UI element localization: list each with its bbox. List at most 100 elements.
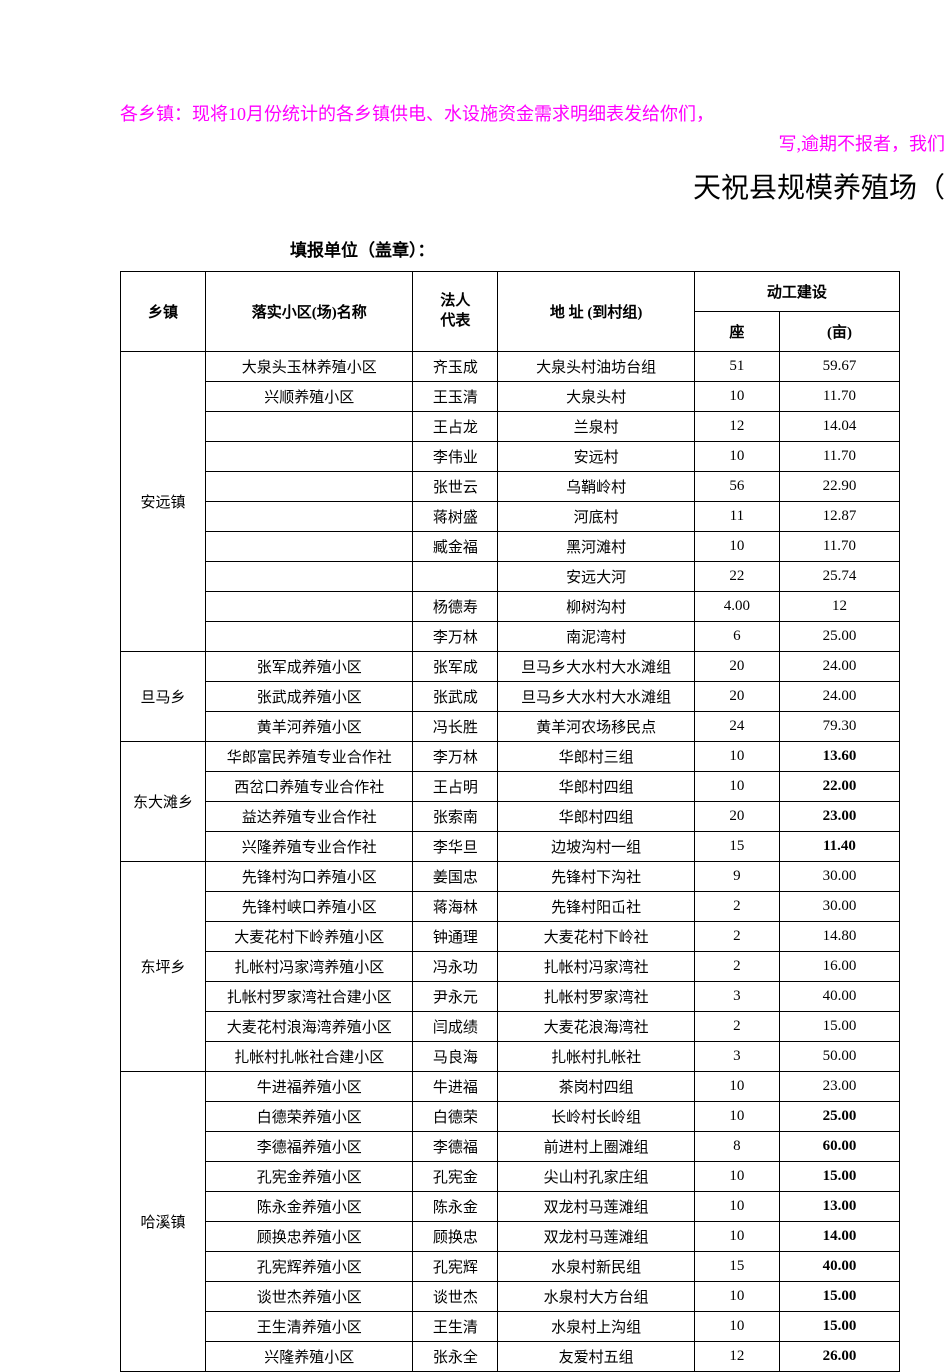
rep-cell: 臧金福: [413, 532, 498, 562]
farm-cell: 兴隆养殖小区: [206, 1342, 413, 1372]
mu-cell: 40.00: [779, 1252, 899, 1282]
rep-cell: 张永全: [413, 1342, 498, 1372]
th-construction: 动工建设: [694, 272, 899, 312]
farm-cell: 扎帐村罗家湾社合建小区: [206, 982, 413, 1012]
rep-cell: 冯永功: [413, 952, 498, 982]
zuo-cell: 8: [694, 1132, 779, 1162]
addr-cell: 双龙村马莲滩组: [498, 1222, 694, 1252]
rep-cell: 牛进福: [413, 1072, 498, 1102]
addr-cell: 南泥湾村: [498, 622, 694, 652]
zuo-cell: 10: [694, 772, 779, 802]
rep-cell: 白德荣: [413, 1102, 498, 1132]
zuo-cell: 20: [694, 682, 779, 712]
table-row: 东坪乡先锋村沟口养殖小区姜国忠先锋村下沟社930.00: [121, 862, 900, 892]
mu-cell: 14.00: [779, 1222, 899, 1252]
mu-cell: 11.70: [779, 442, 899, 472]
farm-cell: 大泉头玉林养殖小区: [206, 352, 413, 382]
zuo-cell: 10: [694, 1072, 779, 1102]
table-row: 大麦花村浪海湾养殖小区闫成绩大麦花浪海湾社215.00: [121, 1012, 900, 1042]
farm-cell: [206, 592, 413, 622]
rep-cell: 孔宪辉: [413, 1252, 498, 1282]
table-row: 白德荣养殖小区白德荣长岭村长岭组1025.00: [121, 1102, 900, 1132]
rep-cell: 李万林: [413, 742, 498, 772]
farm-table: 乡镇 落实小区(场)名称 法人代表 地 址 (到村组) 动工建设 座 (亩) 安…: [120, 271, 900, 1372]
mu-cell: 12.87: [779, 502, 899, 532]
mu-cell: 13.60: [779, 742, 899, 772]
rep-cell: 杨德寿: [413, 592, 498, 622]
mu-cell: 11.70: [779, 382, 899, 412]
farm-cell: 兴顺养殖小区: [206, 382, 413, 412]
mu-cell: 22.90: [779, 472, 899, 502]
zuo-cell: 10: [694, 742, 779, 772]
rep-cell: 齐玉成: [413, 352, 498, 382]
table-row: 哈溪镇牛进福养殖小区牛进福茶岗村四组1023.00: [121, 1072, 900, 1102]
zuo-cell: 4.00: [694, 592, 779, 622]
addr-cell: 扎帐村罗家湾社: [498, 982, 694, 1012]
farm-cell: 西岔口养殖专业合作社: [206, 772, 413, 802]
mu-cell: 16.00: [779, 952, 899, 982]
table-row: 先锋村峡口养殖小区蒋海林先锋村阳屲社230.00: [121, 892, 900, 922]
table-row: 安远镇大泉头玉林养殖小区齐玉成大泉头村油坊台组5159.67: [121, 352, 900, 382]
farm-cell: 大麦花村浪海湾养殖小区: [206, 1012, 413, 1042]
township-cell: 东坪乡: [121, 862, 206, 1072]
zuo-cell: 2: [694, 1012, 779, 1042]
addr-cell: 茶岗村四组: [498, 1072, 694, 1102]
mu-cell: 79.30: [779, 712, 899, 742]
zuo-cell: 12: [694, 1342, 779, 1372]
rep-cell: 尹永元: [413, 982, 498, 1012]
farm-cell: 益达养殖专业合作社: [206, 802, 413, 832]
zuo-cell: 3: [694, 982, 779, 1012]
table-row: 陈永金养殖小区陈永金双龙村马莲滩组1013.00: [121, 1192, 900, 1222]
table-row: 顾换忠养殖小区顾换忠双龙村马莲滩组1014.00: [121, 1222, 900, 1252]
rep-cell: [413, 562, 498, 592]
zuo-cell: 3: [694, 1042, 779, 1072]
addr-cell: 华郎村四组: [498, 802, 694, 832]
addr-cell: 旦马乡大水村大水滩组: [498, 682, 694, 712]
zuo-cell: 10: [694, 1102, 779, 1132]
farm-cell: 先锋村峡口养殖小区: [206, 892, 413, 922]
mu-cell: 15.00: [779, 1162, 899, 1192]
township-cell: 旦马乡: [121, 652, 206, 742]
mu-cell: 15.00: [779, 1282, 899, 1312]
mu-cell: 25.00: [779, 1102, 899, 1132]
addr-cell: 水泉村新民组: [498, 1252, 694, 1282]
addr-cell: 兰泉村: [498, 412, 694, 442]
farm-cell: 大麦花村下岭养殖小区: [206, 922, 413, 952]
addr-cell: 乌鞘岭村: [498, 472, 694, 502]
mu-cell: 13.00: [779, 1192, 899, 1222]
zuo-cell: 10: [694, 1222, 779, 1252]
mu-cell: 23.00: [779, 1072, 899, 1102]
farm-cell: 先锋村沟口养殖小区: [206, 862, 413, 892]
table-row: 兴隆养殖专业合作社李华旦边坡沟村一组1511.40: [121, 832, 900, 862]
rep-cell: 王玉清: [413, 382, 498, 412]
rep-cell: 姜国忠: [413, 862, 498, 892]
farm-cell: 扎帐村扎帐社合建小区: [206, 1042, 413, 1072]
zuo-cell: 10: [694, 1312, 779, 1342]
mu-cell: 26.00: [779, 1342, 899, 1372]
zuo-cell: 11: [694, 502, 779, 532]
th-farm: 落实小区(场)名称: [206, 272, 413, 352]
table-row: 扎帐村冯家湾养殖小区冯永功扎帐村冯家湾社216.00: [121, 952, 900, 982]
zuo-cell: 51: [694, 352, 779, 382]
addr-cell: 华郎村三组: [498, 742, 694, 772]
farm-cell: 孔宪辉养殖小区: [206, 1252, 413, 1282]
farm-cell: 孔宪金养殖小区: [206, 1162, 413, 1192]
farm-cell: [206, 502, 413, 532]
mu-cell: 24.00: [779, 652, 899, 682]
addr-cell: 安远村: [498, 442, 694, 472]
rep-cell: 蒋树盛: [413, 502, 498, 532]
rep-cell: 王占明: [413, 772, 498, 802]
rep-cell: 闫成绩: [413, 1012, 498, 1042]
rep-cell: 孔宪金: [413, 1162, 498, 1192]
rep-cell: 冯长胜: [413, 712, 498, 742]
mu-cell: 15.00: [779, 1012, 899, 1042]
farm-cell: 华郎富民养殖专业合作社: [206, 742, 413, 772]
document-page: 各乡镇：现将10月份统计的各乡镇供电、水设施资金需求明细表发给你们， 写,逾期不…: [0, 0, 945, 1372]
mu-cell: 25.74: [779, 562, 899, 592]
township-cell: 东大滩乡: [121, 742, 206, 862]
rep-cell: 张武成: [413, 682, 498, 712]
zuo-cell: 20: [694, 802, 779, 832]
addr-cell: 边坡沟村一组: [498, 832, 694, 862]
zuo-cell: 2: [694, 922, 779, 952]
th-zuo: 座: [694, 312, 779, 352]
